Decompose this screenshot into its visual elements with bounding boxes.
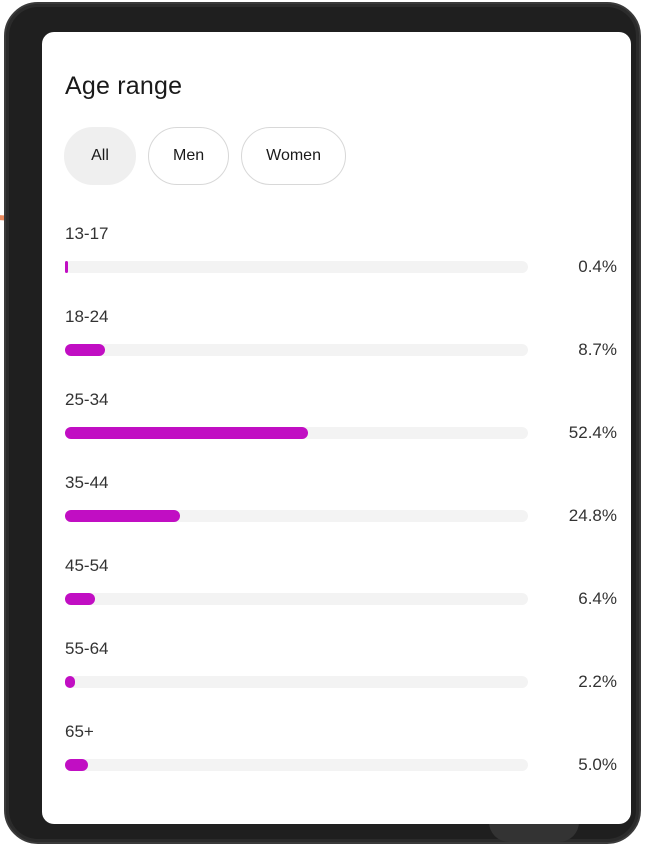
progress-fill: [65, 759, 89, 771]
filter-all-button[interactable]: All: [64, 127, 136, 185]
age-range-label: 25-34: [65, 390, 109, 409]
age-range-label: 65+: [65, 722, 94, 741]
age-range-row: 13-17 0.4%: [65, 222, 617, 305]
progress-fill: [65, 510, 180, 522]
gender-filter-group: All Men Women: [64, 127, 346, 185]
filter-women-button[interactable]: Women: [241, 127, 346, 185]
age-range-percent: 2.2%: [578, 672, 617, 691]
progress-track: [65, 510, 528, 522]
age-range-list: 13-17 0.4% 18-24 8.7% 25-34: [65, 222, 617, 803]
age-range-percent: 0.4%: [578, 257, 617, 276]
age-range-label: 18-24: [65, 307, 109, 326]
filter-men-button[interactable]: Men: [148, 127, 230, 185]
age-range-percent: 6.4%: [578, 589, 617, 608]
progress-fill: [65, 261, 68, 273]
progress-track: [65, 427, 528, 439]
age-range-percent: 5.0%: [578, 755, 617, 774]
progress-track: [65, 261, 528, 273]
progress-track: [65, 759, 528, 771]
progress-fill: [65, 427, 308, 439]
progress-fill: [65, 344, 106, 356]
progress-fill: [65, 676, 76, 688]
age-range-label: 55-64: [65, 639, 109, 658]
age-range-label: 45-54: [65, 556, 109, 575]
age-range-label: 35-44: [65, 473, 109, 492]
age-range-percent: 24.8%: [568, 506, 617, 525]
age-range-row: 45-54 6.4%: [65, 554, 617, 637]
age-range-label: 13-17: [65, 224, 109, 243]
progress-track: [65, 676, 528, 688]
age-range-row: 25-34 52.4%: [65, 388, 617, 471]
card-title: Age range: [65, 72, 183, 100]
tablet-frame-edge: [489, 820, 579, 842]
age-range-percent: 8.7%: [578, 340, 617, 359]
tablet-frame: Age range All Men Women 13-17 0.4% 18-24: [4, 2, 641, 844]
progress-fill: [65, 593, 95, 605]
age-range-row: 18-24 8.7%: [65, 305, 617, 388]
age-range-percent: 52.4%: [568, 423, 617, 442]
age-range-row: 65+ 5.0%: [65, 720, 617, 803]
age-range-row: 35-44 24.8%: [65, 471, 617, 554]
age-range-card: Age range All Men Women 13-17 0.4% 18-24: [42, 32, 631, 824]
age-range-row: 55-64 2.2%: [65, 637, 617, 720]
progress-track: [65, 344, 528, 356]
progress-track: [65, 593, 528, 605]
